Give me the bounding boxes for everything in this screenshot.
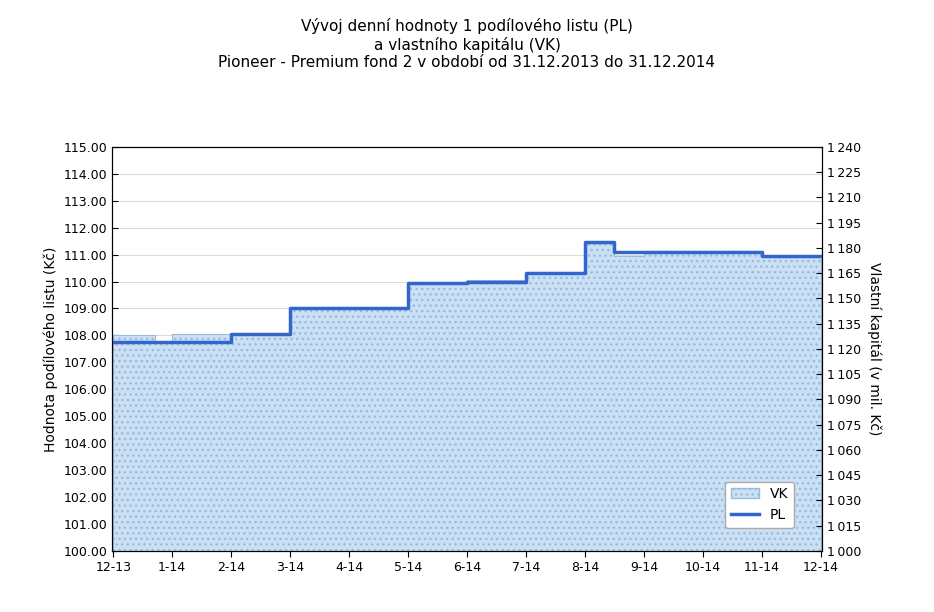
PL [815, 252, 827, 259]
Y-axis label: Hodnota podílového listu (Kč): Hodnota podílového listu (Kč) [43, 246, 58, 452]
PL [609, 248, 620, 256]
PL [107, 338, 119, 346]
PL [403, 279, 414, 286]
PL [166, 338, 177, 346]
Y-axis label: Vlastní kapitál (v mil. Kč): Vlastní kapitál (v mil. Kč) [868, 262, 882, 436]
PL [166, 338, 177, 346]
Legend: VK, PL: VK, PL [725, 482, 794, 528]
PL [403, 305, 414, 312]
PL [609, 239, 620, 246]
PL [285, 305, 296, 312]
PL [757, 248, 768, 256]
PL [638, 248, 649, 256]
Line: PL: PL [113, 242, 821, 342]
PL [579, 239, 590, 246]
PL [461, 279, 473, 286]
Text: Vývoj denní hodnoty 1 podílového listu (PL)
a vlastního kapitálu (VK)
Pioneer - : Vývoj denní hodnoty 1 podílového listu (… [219, 18, 715, 70]
PL [226, 338, 237, 346]
PL [757, 252, 768, 259]
PL [285, 330, 296, 338]
PL [520, 278, 531, 285]
PL [520, 270, 531, 277]
PL [461, 278, 473, 285]
PL [579, 270, 590, 277]
PL [638, 248, 649, 256]
PL [226, 330, 237, 338]
